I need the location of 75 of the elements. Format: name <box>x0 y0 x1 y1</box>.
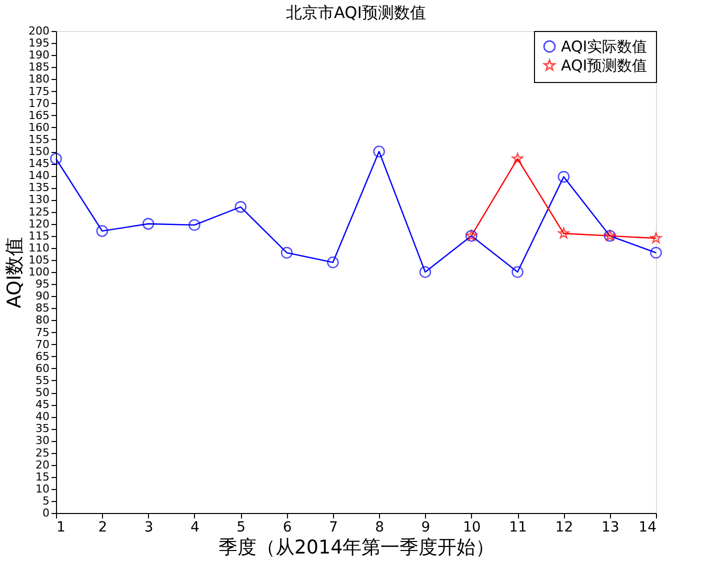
y-tick-label: 120 <box>28 217 50 230</box>
point <box>558 228 570 238</box>
y-tick-label: 195 <box>28 36 50 50</box>
point <box>419 266 432 278</box>
y-tick-label: 145 <box>28 157 50 170</box>
point <box>142 218 154 230</box>
x-tick-label: 6 <box>282 520 292 536</box>
point <box>234 201 247 213</box>
y-tick-label: 135 <box>28 181 50 194</box>
y-tick-label: 95 <box>36 278 50 291</box>
y-tick-label: 75 <box>36 326 50 339</box>
y-tick-label: 10 <box>36 482 50 496</box>
y-tick-label: 180 <box>28 72 50 86</box>
y-tick-label: 115 <box>28 229 50 242</box>
point <box>280 246 293 259</box>
y-tick-label: 140 <box>28 169 50 182</box>
y-tick-label: 65 <box>36 350 50 363</box>
y-tick-label: 0 <box>42 506 50 520</box>
point <box>558 170 570 183</box>
x-tick-label: 8 <box>375 520 384 536</box>
point <box>650 246 662 259</box>
point <box>96 225 108 237</box>
point <box>188 219 200 231</box>
x-tick-label: 10 <box>462 520 481 536</box>
y-tick-label: 170 <box>28 96 50 110</box>
x-tick-label: 7 <box>328 520 338 536</box>
y-tick-label: 175 <box>28 84 50 98</box>
y-tick-label: 100 <box>28 266 50 278</box>
y-tick-label: 30 <box>36 434 50 448</box>
y-tick-label: 80 <box>36 314 50 327</box>
y-axis-title: AQI数值 <box>4 236 26 308</box>
y-tick-label: 150 <box>28 145 50 158</box>
x-axis-title: 季度（从2014年第一季度开始） <box>218 536 495 558</box>
y-tick-label: 200 <box>28 24 50 38</box>
x-tick-label: 2 <box>98 520 108 536</box>
x-tick-label: 13 <box>601 520 620 536</box>
x-tick-label: 12 <box>555 520 574 536</box>
chart-title: 北京市AQI预测数值 <box>286 3 426 22</box>
x-tick-label: 9 <box>421 520 430 536</box>
x-tick-label: 5 <box>236 520 246 536</box>
y-tick-label: 190 <box>28 48 50 62</box>
point <box>50 152 62 165</box>
y-tick-label: 50 <box>36 386 50 399</box>
y-tick-label: 20 <box>36 458 50 472</box>
y-tick-label: 155 <box>28 132 50 146</box>
y-tick-label: 60 <box>36 362 50 375</box>
x-tick-label: 14 <box>638 520 657 536</box>
y-tick-label: 105 <box>28 253 50 266</box>
point <box>650 232 662 244</box>
y-tick-label: 55 <box>36 374 50 387</box>
y-tick-label: 45 <box>36 398 50 412</box>
point <box>327 256 339 268</box>
point <box>512 152 524 164</box>
y-tick-label: 110 <box>28 241 50 254</box>
legend-label: AQI预测数值 <box>561 56 648 74</box>
y-tick-label: 185 <box>28 60 50 74</box>
legend-label: AQI实际数值 <box>561 38 648 56</box>
y-tick-label: 90 <box>36 290 50 303</box>
y-tick-label: 40 <box>36 410 50 424</box>
y-tick-label: 35 <box>36 422 50 436</box>
y-tick-label: 15 <box>36 470 50 484</box>
x-tick-label: 11 <box>509 520 527 536</box>
y-tick-label: 160 <box>28 120 50 134</box>
point <box>512 266 524 278</box>
point <box>373 146 385 158</box>
y-tick-label: 5 <box>42 494 50 508</box>
y-tick-label: 85 <box>36 302 50 315</box>
y-tick-label: 70 <box>36 338 50 351</box>
x-tick-label: 4 <box>190 520 200 536</box>
x-tick-label: 1 <box>56 520 66 536</box>
y-tick-label: 25 <box>36 446 50 460</box>
y-tick-label: 130 <box>28 193 50 206</box>
y-tick-label: 125 <box>28 205 50 218</box>
x-tick-label: 3 <box>144 520 154 536</box>
y-tick-label: 165 <box>28 108 50 122</box>
